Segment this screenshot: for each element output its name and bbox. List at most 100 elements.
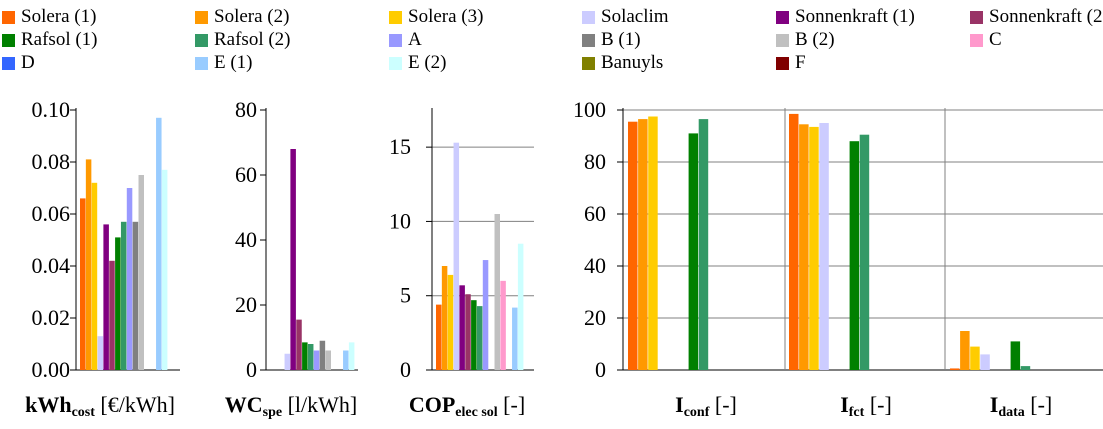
legend-item: Rafsol (1) xyxy=(2,29,98,50)
legend-label: E (1) xyxy=(214,52,253,73)
cop-elec-sol-bar xyxy=(459,285,465,370)
legend-swatch xyxy=(582,56,595,70)
y-tick-label: 5 xyxy=(400,283,411,308)
index-panel-0-bar xyxy=(628,121,638,370)
wc-spe-bar xyxy=(307,344,314,370)
y-tick-label: 0 xyxy=(595,357,606,382)
legend-item: Sonnenkraft (1) xyxy=(776,6,915,27)
legend-item: B (2) xyxy=(776,29,835,50)
legend-item: F xyxy=(776,52,806,73)
x-title-kwh-cost: kWhcost [€/kWh] xyxy=(25,392,175,420)
kwh-cost-bar xyxy=(80,198,86,370)
index-panel-2-bar xyxy=(970,346,980,370)
index-panel-2-bar xyxy=(960,331,970,370)
index-panel-1-bar xyxy=(789,113,799,371)
wc-spe-bar xyxy=(284,353,291,370)
index-panel-0-bar xyxy=(648,116,658,370)
legend-label: Sonnenkraft (1) xyxy=(795,6,915,27)
y-tick-label: 40 xyxy=(235,227,257,252)
legend-swatch xyxy=(970,10,983,24)
legend-item: Solaclim xyxy=(582,6,669,27)
legend-item: B (1) xyxy=(582,29,641,50)
y-tick-label: 100 xyxy=(573,97,606,122)
wc-spe-bar xyxy=(343,350,349,370)
cop-elec-sol-bar xyxy=(465,294,471,370)
legend-item: Solera (2) xyxy=(195,6,289,27)
legend-label: E (2) xyxy=(408,52,447,73)
legend-swatch xyxy=(776,10,789,24)
legend-item: E (2) xyxy=(389,52,447,73)
x-title-i-conf: Iconf [-] xyxy=(675,392,737,420)
cop-elec-sol-bar xyxy=(436,304,442,370)
y-tick-label: 20 xyxy=(584,305,606,330)
y-tick-label: 0.08 xyxy=(32,149,71,174)
kwh-cost-bar xyxy=(138,175,144,370)
x-title-i-fct: Ifct [-] xyxy=(840,392,892,420)
y-tick-label: 80 xyxy=(235,97,257,122)
legend-item: E (1) xyxy=(195,52,253,73)
kwh-cost-bar xyxy=(132,221,139,370)
wc-spe-bar xyxy=(302,342,308,370)
index-panel-1-bar xyxy=(859,134,870,370)
y-tick-label: 0 xyxy=(246,357,257,382)
legend-item: A xyxy=(389,29,422,50)
wc-spe-bar xyxy=(313,350,320,370)
y-tick-label: 40 xyxy=(584,253,606,278)
kwh-cost-bar xyxy=(115,237,121,370)
legend-label: Solaclim xyxy=(601,6,669,27)
legend-label: B (1) xyxy=(601,29,641,50)
cop-elec-sol-bar xyxy=(453,142,460,370)
wc-spe-bar xyxy=(319,340,326,370)
x-title-wc-spe: WCspe [l/kWh] xyxy=(224,392,358,420)
index-panel-1-bar xyxy=(809,126,819,371)
legend-label: Rafsol (1) xyxy=(21,29,98,50)
kwh-cost-bar xyxy=(120,221,127,370)
index-panel-1-bar xyxy=(819,123,829,370)
legend-item: Banuyls xyxy=(582,52,664,73)
legend-label: A xyxy=(408,29,422,50)
legend-swatch xyxy=(389,10,402,24)
legend-label: D xyxy=(21,52,35,73)
legend-swatch xyxy=(776,33,789,47)
legend-swatch xyxy=(2,56,15,70)
legend-swatch xyxy=(2,33,15,47)
cop-elec-sol-bar xyxy=(471,300,477,370)
index-panel-0-bar xyxy=(688,133,699,370)
legend-item: C xyxy=(970,29,1002,50)
wc-spe-bar xyxy=(348,342,355,370)
legend-label: F xyxy=(795,52,806,73)
y-tick-label: 0.06 xyxy=(32,201,71,226)
y-tick-label: 0.00 xyxy=(32,357,71,382)
legend-swatch xyxy=(2,10,15,24)
legend-label: Sonnenkraft (2) xyxy=(989,6,1103,27)
index-panel-2-bar xyxy=(950,368,960,370)
y-tick-label: 60 xyxy=(235,162,257,187)
cop-elec-sol-bar xyxy=(476,306,483,370)
legend-label: Rafsol (2) xyxy=(214,29,291,50)
kwh-cost-bar xyxy=(97,336,104,370)
legend-label: Solera (1) xyxy=(21,6,97,27)
kwh-cost-bar xyxy=(126,188,133,370)
index-panel-2-bar xyxy=(980,354,990,370)
index-panel-2-bar xyxy=(1020,366,1031,370)
legend: Solera (1) Solera (2) Solera (3) Solaclim So… xyxy=(0,0,1103,84)
legend-swatch xyxy=(582,10,595,24)
index-panel-1-bar xyxy=(849,141,860,370)
y-tick-label: 0.10 xyxy=(32,97,71,122)
y-tick-label: 0.04 xyxy=(32,253,71,278)
cop-elec-sol-bar xyxy=(512,307,518,370)
legend-item: Rafsol (2) xyxy=(195,29,291,50)
cop-elec-sol-bar xyxy=(482,260,489,370)
legend-item: Solera (3) xyxy=(389,6,483,27)
y-tick-label: 20 xyxy=(235,292,257,317)
legend-swatch xyxy=(195,33,208,47)
wc-spe-bar xyxy=(325,350,331,370)
legend-swatch xyxy=(582,33,595,47)
legend-label: Banuyls xyxy=(601,52,664,73)
y-tick-label: 60 xyxy=(584,201,606,226)
legend-swatch xyxy=(195,56,208,70)
legend-swatch xyxy=(970,33,983,47)
kwh-cost-bar xyxy=(109,260,115,370)
kwh-cost-bar xyxy=(91,182,98,370)
cop-elec-sol-bar xyxy=(500,280,506,370)
